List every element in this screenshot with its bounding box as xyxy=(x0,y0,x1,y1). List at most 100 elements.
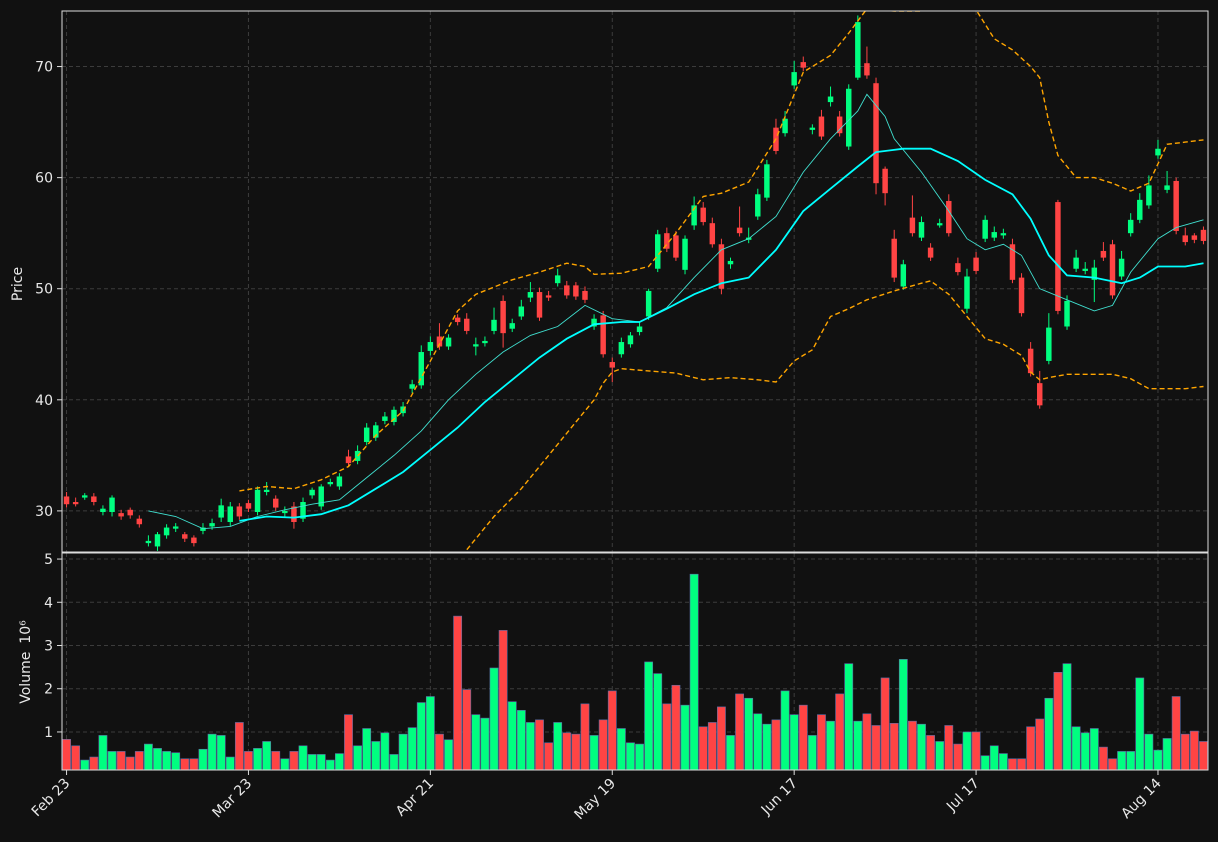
candle-body xyxy=(918,222,925,238)
volume-bar xyxy=(398,733,408,771)
volume-bar xyxy=(471,714,481,771)
candle-body xyxy=(191,537,197,544)
volume-bar xyxy=(198,748,208,771)
candle-body xyxy=(618,342,625,355)
volume-bar xyxy=(644,661,654,771)
candle-body xyxy=(518,306,525,317)
volume-bar xyxy=(253,748,262,771)
candle-body xyxy=(718,244,725,289)
volume-bar xyxy=(489,667,499,771)
volume-tick-label: 4 xyxy=(44,595,53,611)
volume-bar xyxy=(89,756,99,771)
volume-bar xyxy=(325,759,335,771)
volume-bar xyxy=(1117,751,1126,771)
volume-bar xyxy=(271,751,281,771)
y-tick-label: 30 xyxy=(35,504,53,520)
volume-bar xyxy=(926,735,935,771)
candle-body xyxy=(236,506,243,517)
candle-body xyxy=(154,534,161,547)
volume-bar xyxy=(480,717,490,771)
volume-bar xyxy=(316,754,326,771)
volume-bar xyxy=(289,751,299,771)
volume-bar xyxy=(425,696,435,771)
volume-bar xyxy=(1089,728,1099,771)
volume-label: Volume xyxy=(18,652,34,704)
candle-body xyxy=(263,489,270,493)
volume-bar xyxy=(753,713,763,771)
volume-bar xyxy=(844,663,854,771)
volume-bar xyxy=(971,731,981,771)
candle-body xyxy=(309,489,315,496)
candle-body xyxy=(818,116,825,137)
candle-body xyxy=(336,476,343,487)
candle-body xyxy=(636,326,643,333)
candle-body xyxy=(1100,250,1107,258)
candle-body xyxy=(1009,244,1016,280)
volume-bar xyxy=(1026,726,1036,771)
volume-bar xyxy=(1108,758,1117,771)
volume-frame xyxy=(61,552,1209,771)
candle-body xyxy=(491,319,497,331)
volume-tick-label: 5 xyxy=(44,552,53,568)
candle-body xyxy=(1082,268,1088,271)
candle-body xyxy=(345,456,352,464)
candle-body xyxy=(473,344,479,347)
candle-body xyxy=(363,427,370,443)
candle-body xyxy=(136,518,143,525)
candle-body xyxy=(882,168,888,194)
volume-bar xyxy=(862,713,872,771)
volume-tick-label: 2 xyxy=(44,682,53,698)
candle-body xyxy=(91,496,97,503)
candle-body xyxy=(209,523,215,527)
candle-body xyxy=(1027,348,1034,374)
volume-bar xyxy=(307,754,317,771)
volume-bar xyxy=(744,697,754,771)
candle-body xyxy=(291,506,297,523)
volume-bar xyxy=(726,735,735,771)
candle-body xyxy=(891,238,897,278)
volume-bar xyxy=(335,753,344,771)
candle-body xyxy=(1073,257,1079,269)
volume-bar xyxy=(544,742,553,771)
candle-body xyxy=(1064,300,1070,327)
candle-body xyxy=(864,63,870,76)
volume-bar xyxy=(180,758,190,771)
candle-body xyxy=(946,200,952,234)
volume-bar xyxy=(671,684,681,771)
volume-bar xyxy=(826,720,835,771)
volume-bar xyxy=(134,751,144,771)
candle-body xyxy=(127,509,133,516)
candle-body xyxy=(1037,383,1043,406)
volume-bar xyxy=(653,673,663,771)
candle-body xyxy=(82,495,88,498)
volume-bar xyxy=(526,722,535,771)
volume-bar xyxy=(1189,730,1199,771)
candle-body xyxy=(873,83,879,184)
volume-bar xyxy=(835,693,845,771)
candle-body xyxy=(200,527,206,531)
candle-body xyxy=(1091,267,1098,280)
candle-body xyxy=(482,340,488,344)
candle-body xyxy=(1155,148,1161,156)
y-tick-label: 70 xyxy=(35,60,53,76)
candle-body xyxy=(982,219,988,239)
candle-body xyxy=(418,352,424,386)
candle-body xyxy=(454,317,461,323)
candle-body xyxy=(827,96,834,103)
volume-bar xyxy=(507,701,517,771)
candle-body xyxy=(573,285,579,297)
candle-body xyxy=(1200,229,1207,241)
volume-bar xyxy=(280,758,290,771)
volume-bar xyxy=(416,702,426,771)
candle-body xyxy=(1137,199,1143,220)
volume-tick-label: 3 xyxy=(44,639,53,655)
candle-body xyxy=(464,318,470,331)
volume-bar xyxy=(435,733,444,771)
volume-bar xyxy=(762,723,772,771)
candle-body xyxy=(1118,258,1125,277)
volume-bar xyxy=(780,690,790,771)
y-tick-label: 40 xyxy=(35,393,53,409)
volume-bar xyxy=(735,693,744,771)
volume-bar xyxy=(171,752,181,771)
candle-body xyxy=(600,315,606,355)
